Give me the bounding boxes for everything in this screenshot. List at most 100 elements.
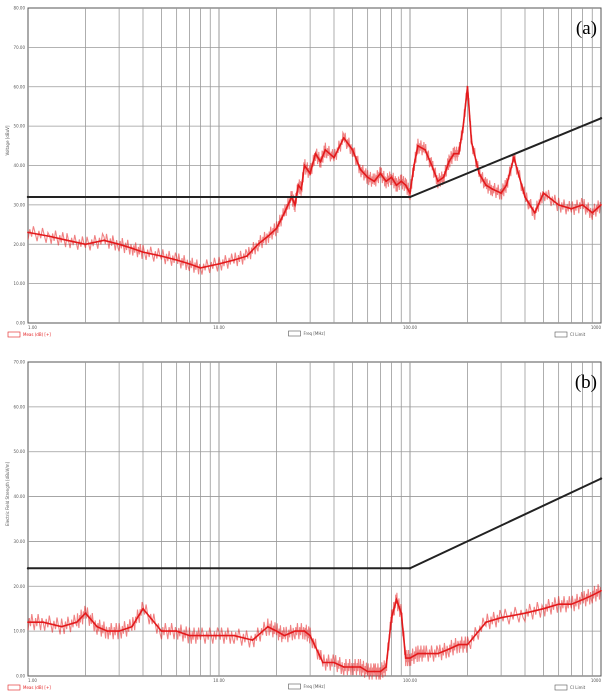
measurement-point: [570, 603, 573, 606]
measurement-point: [160, 255, 163, 257]
measurement-point: [466, 643, 469, 646]
measurement-point: [390, 616, 393, 619]
measurement-point: [275, 227, 278, 230]
measurement-point: [457, 643, 460, 646]
measurement-point: [591, 211, 594, 214]
measurement-point: [309, 172, 312, 175]
y-tick-label: 50.00: [14, 124, 26, 129]
measurement-point: [333, 661, 335, 664]
legend-label-limit: CI Limit: [570, 685, 586, 690]
measurement-point: [600, 203, 602, 206]
measurement-point: [96, 625, 98, 628]
measurement-point: [390, 176, 393, 179]
limit-point: [599, 477, 603, 480]
measurement-point: [322, 661, 324, 664]
y-tick-label: 60.00: [14, 404, 26, 409]
chart-panel-b: 0.00 10.00 20.00 30.00 40.00 50.00 60.00 70.00 1…: [0, 352, 605, 695]
limit-point: [599, 117, 603, 120]
measurement-point: [600, 589, 602, 592]
x-tick-label: 1.00: [28, 678, 37, 683]
measurement-point: [175, 630, 178, 633]
y-tick-label: 20.00: [14, 242, 26, 247]
measurement-point: [417, 652, 419, 655]
legend-label-measurement: Meas (dB) [+]: [23, 685, 51, 690]
measurement-point: [581, 598, 584, 601]
measurement-point: [48, 235, 51, 238]
measurement-point: [131, 247, 133, 250]
measurement-point: [542, 192, 545, 194]
y-tick-label: 40.00: [14, 163, 26, 168]
measurement-point: [303, 164, 306, 167]
measurement-point: [303, 630, 306, 633]
measurement-point: [581, 203, 584, 206]
x-tick-label: 100.00: [403, 678, 417, 683]
measurement-point: [319, 160, 322, 163]
y-tick-label: 30.00: [14, 539, 26, 544]
measurement-point: [409, 657, 411, 659]
measurement-point: [333, 156, 335, 159]
measurement-point: [448, 160, 450, 163]
panel-label: (b): [575, 372, 597, 393]
measurement-point: [437, 180, 439, 183]
measurement-point: [533, 211, 536, 214]
y-tick-label: 0.00: [16, 674, 25, 679]
measurement-point: [309, 634, 312, 637]
plot-frame: [27, 361, 602, 677]
legend-swatch-measurement: [7, 331, 21, 338]
measurement-point: [524, 612, 526, 615]
measurement-point: [491, 188, 494, 191]
measurement-point: [430, 164, 433, 167]
x-axis-label: Freq [MHz]: [304, 331, 326, 336]
measurement-point: [542, 607, 545, 610]
measurement-point: [557, 203, 560, 206]
measurement-point: [324, 148, 327, 151]
measurement-point: [453, 152, 455, 155]
limit-point: [408, 567, 412, 570]
measurement-point: [142, 251, 144, 254]
measurement-point: [351, 148, 354, 151]
measurement-point: [404, 657, 407, 659]
y-tick-label: 80.00: [14, 6, 26, 11]
measurement-point: [395, 598, 398, 601]
measurement-point: [188, 634, 191, 637]
y-tick-label: 0.00: [16, 321, 25, 326]
measurement-point: [513, 156, 515, 159]
measurement-point: [297, 184, 300, 187]
measurement-point: [131, 625, 133, 628]
x-axis-label: Freq [MHz]: [304, 684, 326, 689]
measurement-point: [118, 243, 121, 246]
x-tick-label: 1.00: [28, 325, 37, 330]
measurement-point: [75, 621, 78, 624]
measurement-point: [233, 259, 236, 261]
measurement-point: [106, 630, 109, 633]
y-tick-label: 60.00: [14, 84, 26, 89]
y-tick-label: 50.00: [14, 449, 26, 454]
measurement-point: [27, 231, 29, 234]
measurement-point: [233, 634, 236, 637]
measurement-point: [505, 184, 508, 187]
measurement-point: [524, 196, 526, 198]
measurement-point: [246, 255, 248, 257]
measurement-point: [424, 652, 427, 655]
measurement-point: [373, 180, 376, 183]
measurement-point: [199, 634, 202, 637]
panel-label: (a): [576, 18, 597, 39]
measurement-point: [379, 172, 382, 175]
measurement-point: [400, 180, 403, 183]
measurement-point: [257, 243, 259, 246]
y-axis-label: Voltage [dBuV]: [5, 125, 10, 155]
measurement-point: [437, 652, 439, 655]
measurement-point: [342, 137, 345, 139]
x-axis-unit-box: [288, 330, 301, 337]
measurement-point: [160, 630, 163, 633]
measurement-point: [404, 184, 407, 187]
x-tick-label: 1000: [591, 678, 602, 683]
measurement-point: [500, 192, 503, 194]
measurement-point: [27, 621, 29, 624]
measurement-point: [175, 259, 178, 261]
y-tick-label: 70.00: [14, 45, 26, 50]
measurement-point: [448, 648, 450, 650]
measurement-point: [385, 666, 388, 668]
measurement-point: [485, 621, 487, 624]
measurement-point: [66, 239, 68, 242]
